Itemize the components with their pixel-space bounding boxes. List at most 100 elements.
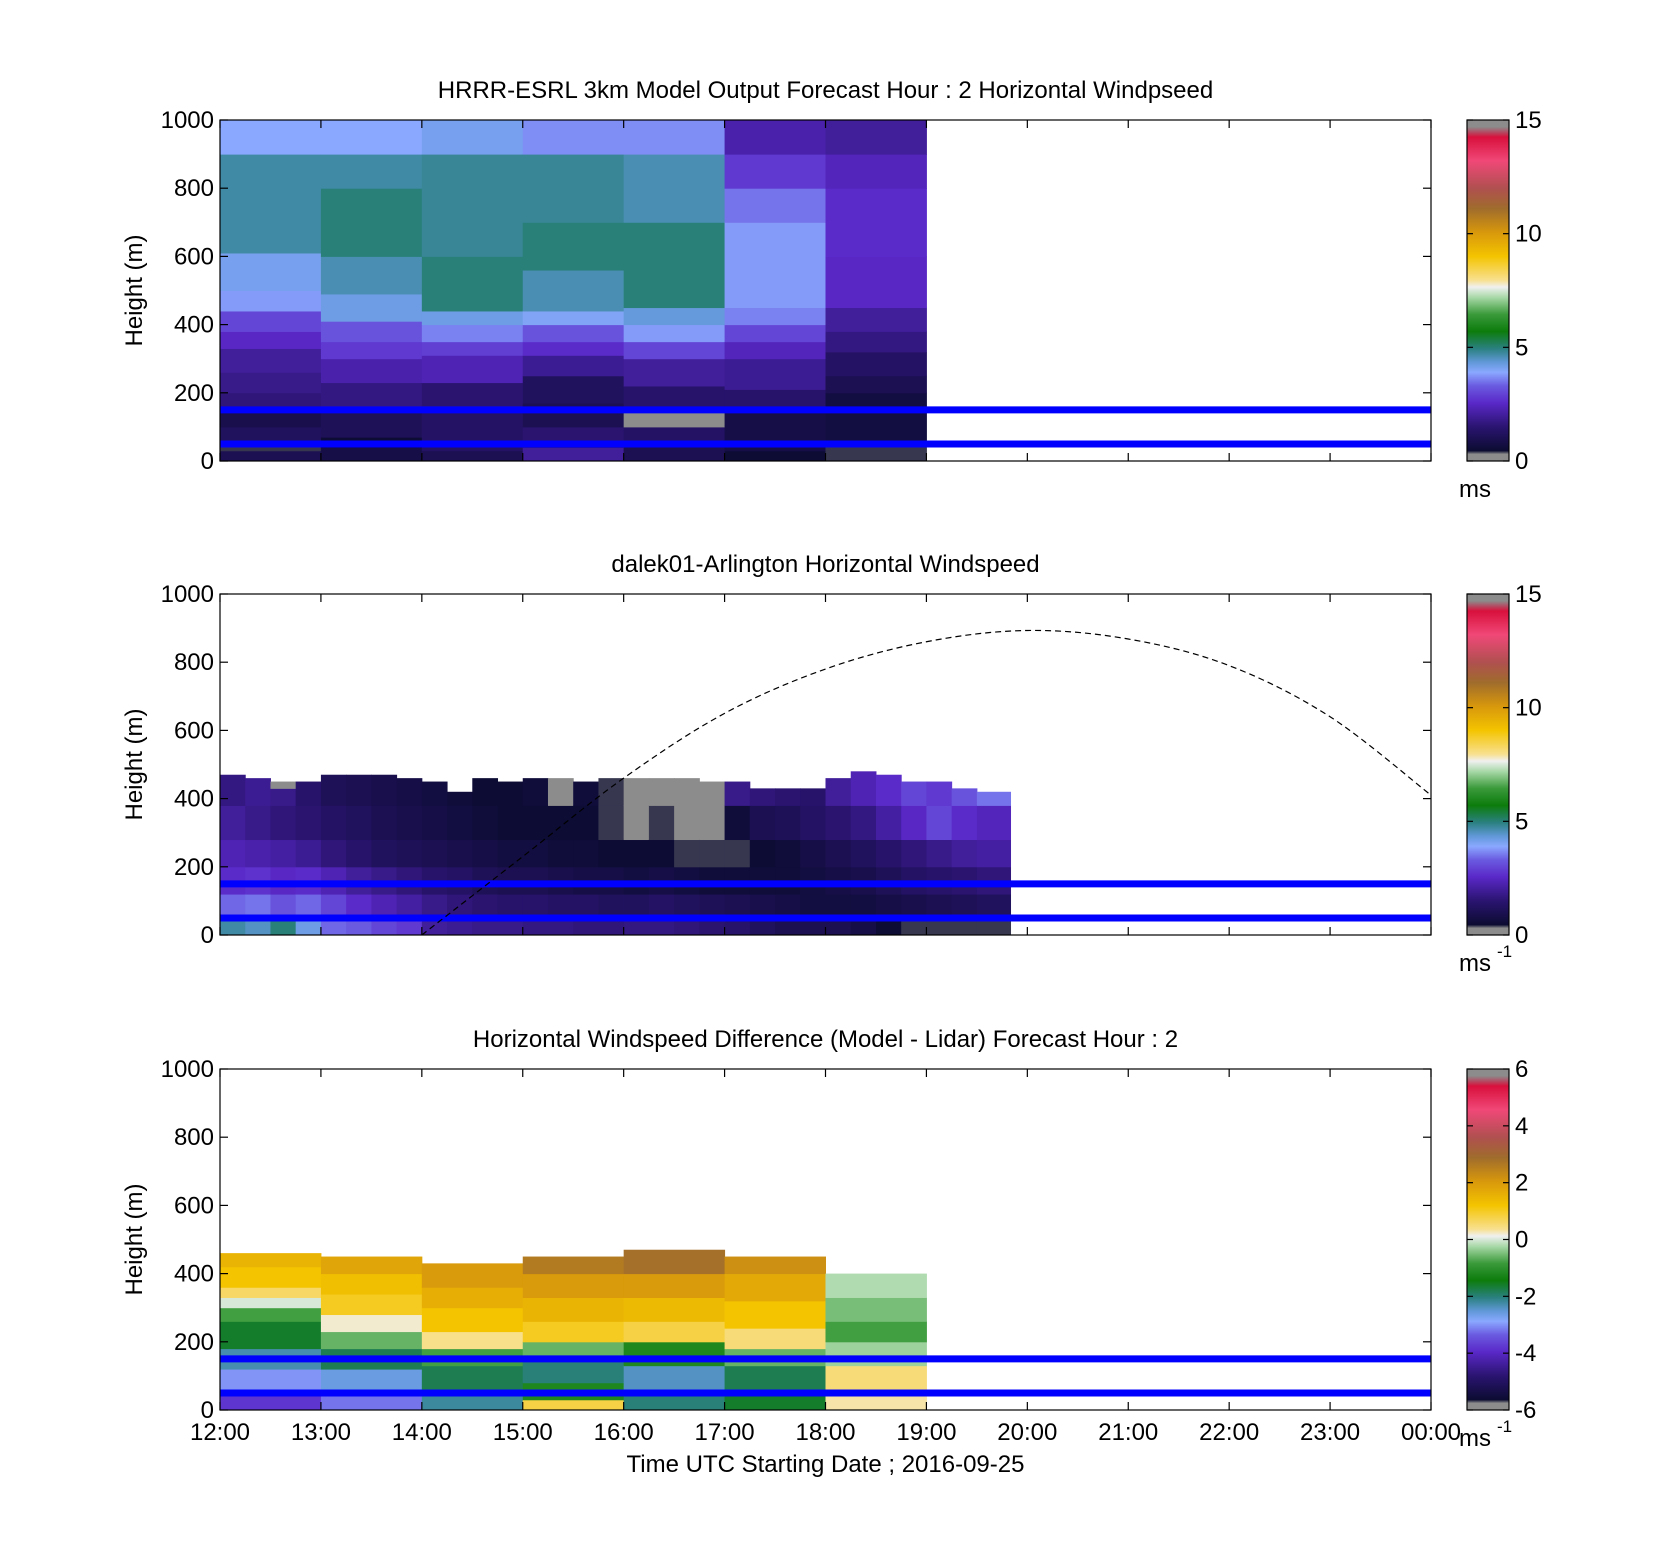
heatmap-cell bbox=[245, 894, 271, 916]
heatmap-cell bbox=[346, 839, 372, 868]
heatmap-cell bbox=[522, 222, 625, 271]
heatmap-cell bbox=[775, 805, 801, 841]
heatmap-cell bbox=[371, 774, 398, 806]
y-tick-label: 600 bbox=[174, 717, 214, 744]
heatmap-cell bbox=[623, 307, 726, 326]
y-tick-label: 1000 bbox=[161, 581, 214, 608]
heatmap-cell bbox=[220, 392, 322, 407]
heatmap-cell bbox=[926, 839, 953, 868]
heatmap-cell bbox=[951, 839, 978, 868]
heatmap-cell bbox=[901, 805, 927, 841]
heatmap-cell bbox=[472, 778, 499, 806]
panel-2: 0 200 400 600 800 1000 dalek01-Arlington Horiz… bbox=[121, 551, 1542, 977]
heatmap-cell bbox=[976, 805, 1012, 841]
heatmap-cell bbox=[724, 894, 751, 916]
heatmap-cell bbox=[220, 310, 322, 332]
heatmap-cell bbox=[850, 839, 877, 868]
heatmap-cell bbox=[472, 805, 499, 841]
colorbar bbox=[1466, 119, 1510, 462]
y-tick-label: 0 bbox=[201, 448, 214, 475]
heatmap-cell bbox=[421, 839, 448, 868]
colorbar-tick-label: 10 bbox=[1515, 221, 1542, 248]
heatmap-cell bbox=[472, 894, 499, 916]
y-tick-label: 200 bbox=[174, 854, 214, 881]
heatmap-cell bbox=[447, 791, 473, 806]
heatmap-cell bbox=[346, 774, 372, 806]
heatmap-cell bbox=[220, 290, 322, 312]
chart-title: dalek01-Arlington Horizontal Windspeed bbox=[611, 551, 1039, 578]
heatmap-cell bbox=[724, 1365, 826, 1391]
heatmap-cell bbox=[522, 1358, 625, 1384]
x-tick-label: 17:00 bbox=[695, 1419, 755, 1446]
x-tick-label: 13:00 bbox=[291, 1419, 351, 1446]
y-tick-label: 400 bbox=[174, 786, 214, 813]
panel-1: 0 200 400 600 800 1000 HRRR-ESRL 3km Model Out… bbox=[121, 77, 1542, 503]
heatmap-cell bbox=[724, 781, 751, 806]
colorbar-unit: ms bbox=[1459, 476, 1491, 503]
y-tick-label: 0 bbox=[201, 1397, 214, 1424]
heatmap-cell bbox=[547, 839, 574, 868]
heatmap-cell bbox=[320, 321, 423, 343]
heatmap-cell bbox=[825, 120, 927, 155]
colorbar bbox=[1466, 1068, 1510, 1411]
heatmap-cell bbox=[825, 894, 852, 916]
y-axis-label: Height (m) bbox=[121, 1183, 148, 1295]
heatmap-cell bbox=[573, 805, 599, 841]
heatmap-cell bbox=[901, 781, 927, 806]
heatmap-cell bbox=[421, 256, 524, 312]
heatmap-cell bbox=[623, 1365, 726, 1391]
heatmap-cell bbox=[245, 778, 271, 806]
heatmap-cell bbox=[926, 781, 953, 806]
heatmap-cell bbox=[421, 781, 448, 806]
heatmap-cell bbox=[497, 805, 524, 841]
heatmap-cell bbox=[850, 805, 877, 841]
heatmap-cell bbox=[875, 774, 902, 806]
heatmap-cell bbox=[724, 1256, 826, 1275]
colorbar-unit: ms bbox=[1459, 1425, 1491, 1452]
heatmap-cell bbox=[447, 839, 473, 868]
heatmap-cell bbox=[825, 331, 927, 353]
heatmap-cell bbox=[724, 839, 751, 868]
heatmap-cell bbox=[648, 778, 675, 806]
heatmap-cell bbox=[270, 788, 297, 806]
x-tick-label: 21:00 bbox=[1098, 1419, 1158, 1446]
heatmap-cell bbox=[522, 375, 625, 404]
heatmap-cell bbox=[421, 1307, 524, 1333]
heatmap-cell bbox=[976, 839, 1012, 868]
heatmap-cell bbox=[724, 450, 826, 461]
x-tick-label: 00:00 bbox=[1401, 1419, 1461, 1446]
heatmap-cell bbox=[220, 1287, 322, 1298]
heatmap-cell bbox=[522, 1399, 625, 1410]
heatmap-cell bbox=[825, 256, 927, 309]
dashed-curve bbox=[421, 629, 1431, 935]
heatmap-cell bbox=[320, 1369, 423, 1391]
heatmap-cell bbox=[522, 355, 625, 377]
heatmap-cell bbox=[320, 341, 423, 360]
heatmap-cell bbox=[220, 805, 246, 841]
heatmap-cell bbox=[749, 788, 776, 806]
heatmap-cell bbox=[497, 839, 524, 868]
heatmap-cell bbox=[220, 774, 246, 806]
heatmap-cell bbox=[623, 1249, 726, 1275]
heatmap-cell bbox=[547, 778, 574, 806]
heatmap-cell bbox=[623, 894, 650, 916]
heatmap-cell bbox=[825, 154, 927, 189]
chart-title: Horizontal Windspeed Difference (Model -… bbox=[473, 1026, 1178, 1053]
x-tick-label: 23:00 bbox=[1300, 1419, 1360, 1446]
heatmap-cell bbox=[825, 1365, 927, 1391]
y-tick-label: 200 bbox=[174, 1329, 214, 1356]
heatmap-cell bbox=[472, 839, 499, 868]
heatmap-cell bbox=[775, 788, 801, 806]
heatmap-cell bbox=[522, 894, 549, 916]
heatmap-cell bbox=[825, 1273, 927, 1298]
colorbar-tick-label: -4 bbox=[1515, 1340, 1536, 1367]
heatmap-cell bbox=[901, 839, 927, 868]
heatmap-cell bbox=[421, 1287, 524, 1309]
heatmap-cell bbox=[623, 778, 650, 806]
heatmap-cell bbox=[270, 805, 297, 841]
heatmap-cell bbox=[421, 450, 524, 461]
heatmap-cell bbox=[346, 894, 372, 916]
heatmap-cell bbox=[497, 894, 524, 916]
heatmap-cell bbox=[674, 894, 700, 916]
